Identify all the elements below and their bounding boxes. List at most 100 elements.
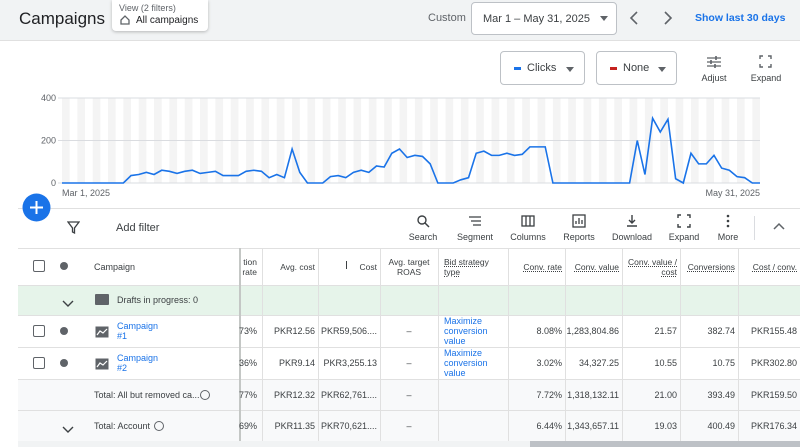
column-divider: [565, 248, 566, 441]
cell-value: 77%: [238, 389, 257, 400]
cell-value: PKR159.50: [750, 389, 797, 400]
expand-drafts[interactable]: [62, 295, 74, 307]
cell-value: 8.08%: [536, 326, 562, 336]
y-tick-label: 200: [41, 136, 56, 146]
adjust-icon[interactable]: [706, 55, 722, 69]
expand-icon[interactable]: [759, 55, 772, 68]
campaign-name[interactable]: Campaign #2: [117, 353, 159, 373]
date-range-picker[interactable]: Mar 1 – May 31, 2025: [471, 2, 617, 35]
metric2-selector[interactable]: None: [596, 51, 677, 85]
add-filter[interactable]: Add filter: [116, 222, 160, 234]
row-checkbox[interactable]: [33, 325, 45, 337]
dropdown-arrow: [600, 16, 608, 21]
view-value: All campaigns: [136, 15, 199, 26]
x-tick-label: Mar 1, 2025: [62, 188, 110, 198]
draft-row: [18, 285, 800, 315]
cell-value[interactable]: Maximize conversion value: [444, 348, 488, 378]
toolbar-icon[interactable]: [416, 214, 430, 228]
toolbar-icon[interactable]: [468, 214, 482, 228]
column-header-text: Avg. cost: [280, 262, 315, 272]
toolbar-icon[interactable]: [521, 214, 535, 228]
campaign-name: Total: All but removed ca...: [94, 389, 200, 400]
campaign-icon: [95, 357, 109, 370]
row-divider: [18, 248, 800, 249]
row-checkbox[interactable]: [33, 357, 45, 369]
cell-value: PKR11.35: [274, 420, 315, 431]
column-header: Avg. cost: [262, 249, 318, 285]
show-last-link[interactable]: Show last 30 days: [695, 12, 786, 24]
table-panel: [18, 208, 800, 448]
cell-value: PKR12.32: [273, 389, 315, 400]
column-divider: [508, 248, 509, 441]
folder-icon: [95, 294, 109, 305]
cell-value: PKR9.14: [278, 358, 315, 368]
cell-value: 7.72%: [536, 389, 562, 400]
prev-button[interactable]: [629, 11, 639, 25]
scrollbar-thumb[interactable]: [530, 441, 800, 447]
cell-value: 21.57: [654, 326, 677, 336]
toolbar-icon[interactable]: [677, 214, 691, 228]
toolbar-label: Download: [611, 232, 653, 242]
scrollbar-track: [18, 441, 800, 447]
column-header: Conversions: [680, 249, 738, 285]
cell-value: –: [406, 326, 412, 336]
dropdown-arrow: [566, 67, 574, 72]
toolbar-icon[interactable]: [572, 214, 586, 228]
cell-value: 382.74: [707, 326, 735, 336]
collapse-button[interactable]: [773, 222, 785, 230]
toolbar-icon[interactable]: [721, 214, 735, 228]
column-divider: [380, 248, 381, 441]
cell-value: 400.49: [707, 420, 735, 431]
metric1-selector[interactable]: Clicks: [500, 51, 585, 85]
column-divider: [318, 248, 319, 441]
adjust-label: Adjust: [701, 73, 727, 83]
cell-value: PKR176.34: [750, 420, 797, 431]
metric1-swatch: [514, 67, 521, 70]
cell-value[interactable]: Maximize conversion value: [444, 316, 488, 346]
cell-value: 69%: [238, 420, 257, 431]
page-title: Campaigns: [19, 9, 105, 28]
column-shadow: [239, 248, 241, 441]
home-icon: [120, 15, 130, 25]
toolbar-label: Segment: [456, 232, 494, 242]
expand-account[interactable]: [62, 421, 74, 433]
column-header: Bid strategy type: [441, 249, 508, 285]
date-range: Mar 1 – May 31, 2025: [483, 12, 591, 25]
status-header: [60, 262, 68, 270]
cell-value: –: [406, 358, 412, 368]
column-header-text: Conversions: [687, 262, 735, 272]
range-label: Custom: [428, 12, 466, 24]
toolbar-icon[interactable]: [625, 214, 639, 228]
column-divider: [622, 248, 623, 441]
column-header: Conv. value / cost: [622, 249, 680, 285]
column-header-text: Conv. value: [574, 262, 619, 272]
cell-value: 10.75: [712, 358, 735, 368]
column-divider: [738, 248, 739, 441]
cell-value: 1,283,804.86: [566, 326, 619, 336]
add-button[interactable]: [22, 193, 51, 222]
column-header: Conv. rate: [508, 249, 565, 285]
cell-value: –: [406, 389, 412, 400]
help-icon: [200, 389, 210, 400]
cell-value: 3.02%: [536, 358, 562, 368]
filter-icon[interactable]: [67, 221, 80, 234]
dropdown-arrow: [658, 67, 666, 72]
next-button[interactable]: [663, 11, 673, 25]
cell-value: –: [406, 420, 412, 431]
cell-value: 34,327.25: [578, 358, 619, 368]
column-header: Avg. target ROAS: [380, 249, 438, 285]
campaign-name[interactable]: Campaign #1: [117, 321, 159, 341]
cell-value: 1,318,132.11: [567, 389, 619, 400]
cell-value: PKR62,761....: [320, 389, 377, 400]
select-all-checkbox[interactable]: [33, 260, 45, 272]
row-divider: [18, 315, 800, 316]
column-header: Cost / conv.: [738, 249, 800, 285]
column-header-text: Campaign: [94, 262, 136, 272]
column-header: Conv. value: [565, 249, 622, 285]
view-selector[interactable]: View (2 filters) All campaigns: [112, 0, 208, 31]
campaign-icon: [95, 325, 109, 338]
column-header: tion rate: [236, 249, 260, 285]
column-divider: [262, 248, 263, 441]
cell-value: 21.00: [654, 389, 677, 400]
